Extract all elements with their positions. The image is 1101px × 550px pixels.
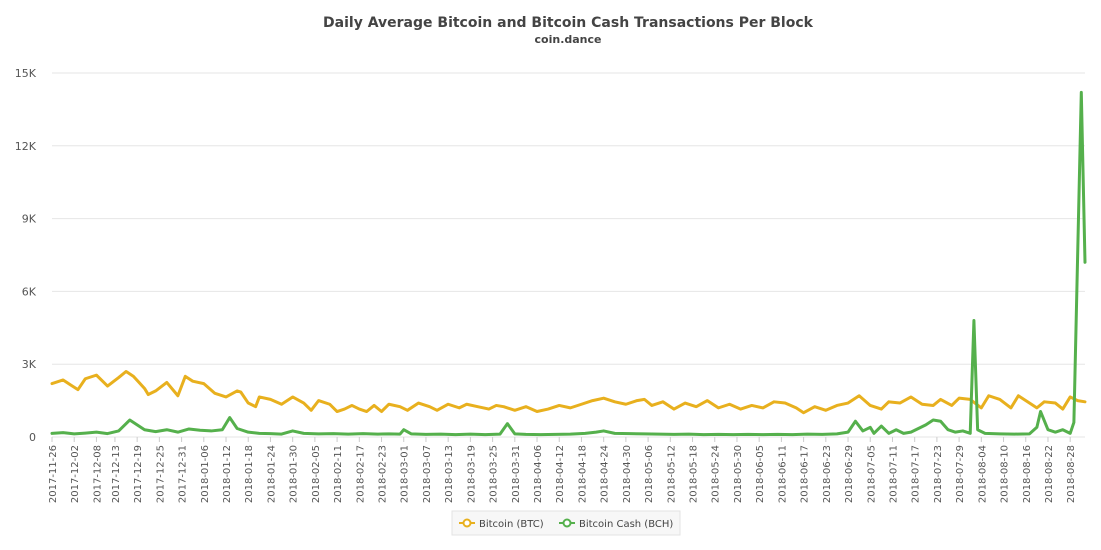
x-tick-label: 2018-03-13: [444, 445, 455, 503]
x-tick-label: 2018-06-05: [755, 445, 766, 503]
x-tick-label: 2018-05-18: [689, 445, 700, 503]
x-tick-label: 2018-02-17: [355, 445, 366, 503]
x-tick-label: 2017-11-26: [48, 445, 59, 503]
series-line-bch[interactable]: [50, 90, 1087, 437]
x-tick-label: 2018-03-19: [466, 445, 477, 503]
x-tick-label: 2017-12-13: [111, 445, 122, 503]
legend-item-btc[interactable]: Bitcoin (BTC): [459, 518, 544, 530]
legend-bch-marker: [562, 518, 572, 528]
legend-btc-marker: [462, 518, 472, 528]
x-tick-label: 2018-01-24: [266, 445, 277, 503]
x-tick-label: 2018-03-31: [511, 445, 522, 503]
legend-bch-label: Bitcoin Cash (BCH): [579, 519, 673, 530]
x-tick-label: 2018-05-24: [711, 445, 722, 503]
x-tick-label: 2018-03-07: [422, 445, 433, 503]
x-tick-label: 2018-06-11: [777, 445, 788, 503]
x-axis-ticks: 2017-11-26 2017-12-02 2017-12-08 2017-12-13…: [48, 437, 1077, 503]
x-tick-label: 2017-12-08: [92, 445, 103, 503]
legend-btc-label: Bitcoin (BTC): [479, 519, 544, 530]
x-tick-label: 2018-05-06: [644, 445, 655, 503]
x-tick-label: 2018-08-28: [1066, 445, 1077, 503]
series-line-btc[interactable]: [50, 369, 1087, 415]
x-tick-label: 2018-07-05: [866, 445, 877, 503]
y-tick-label: 3K: [22, 358, 37, 371]
x-tick-label: 2018-08-04: [977, 445, 988, 503]
chart-title: Daily Average Bitcoin and Bitcoin Cash T…: [323, 15, 814, 31]
x-tick-label: 2018-05-30: [733, 445, 744, 503]
x-tick-label: 2018-04-12: [555, 445, 566, 503]
x-tick-label: 2018-01-18: [244, 445, 255, 503]
x-tick-label: 2018-03-01: [400, 445, 411, 503]
x-tick-label: 2018-07-11: [888, 445, 899, 503]
y-tick-label: 15K: [15, 67, 37, 80]
y-tick-label: 12K: [15, 140, 37, 153]
x-tick-label: 2018-08-10: [1000, 445, 1011, 503]
y-tick-label: 0: [29, 431, 36, 444]
x-tick-label: 2018-06-23: [822, 445, 833, 503]
y-axis-ticks: 0 3K 6K 9K 12K 15K: [15, 67, 37, 444]
x-tick-label: 2018-06-17: [800, 445, 811, 503]
chart-subtitle: coin.dance: [535, 33, 602, 46]
x-tick-label: 2018-06-29: [844, 445, 855, 503]
x-tick-label: 2018-08-16: [1022, 445, 1033, 503]
y-tick-label: 6K: [22, 285, 37, 298]
x-tick-label: 2018-01-06: [200, 445, 211, 503]
x-tick-label: 2017-12-19: [133, 445, 144, 503]
x-tick-label: 2018-04-30: [622, 445, 633, 503]
x-tick-label: 2018-04-06: [533, 445, 544, 503]
x-tick-label: 2018-02-23: [378, 445, 389, 503]
x-tick-label: 2017-12-31: [178, 445, 189, 503]
x-tick-label: 2017-12-02: [70, 445, 81, 503]
x-tick-label: 2018-02-11: [333, 445, 344, 503]
legend: Bitcoin (BTC) Bitcoin Cash (BCH): [451, 510, 681, 536]
x-tick-label: 2018-02-05: [311, 445, 322, 503]
x-tick-label: 2018-01-12: [222, 445, 233, 503]
x-tick-label: 2018-07-29: [955, 445, 966, 503]
legend-item-bch[interactable]: Bitcoin Cash (BCH): [559, 518, 673, 530]
x-tick-label: 2018-03-25: [489, 445, 500, 503]
x-tick-label: 2018-04-24: [600, 445, 611, 503]
x-tick-label: 2018-01-30: [289, 445, 300, 503]
gridlines: [52, 72, 1085, 438]
y-tick-label: 9K: [22, 213, 37, 226]
x-tick-label: 2018-04-18: [577, 445, 588, 503]
x-tick-label: 2017-12-25: [155, 445, 166, 503]
x-tick-label: 2018-08-22: [1044, 445, 1055, 503]
x-tick-label: 2018-05-12: [666, 445, 677, 503]
series-layer: [50, 90, 1087, 437]
x-tick-label: 2018-07-17: [911, 445, 922, 503]
x-tick-label: 2018-07-23: [933, 445, 944, 503]
